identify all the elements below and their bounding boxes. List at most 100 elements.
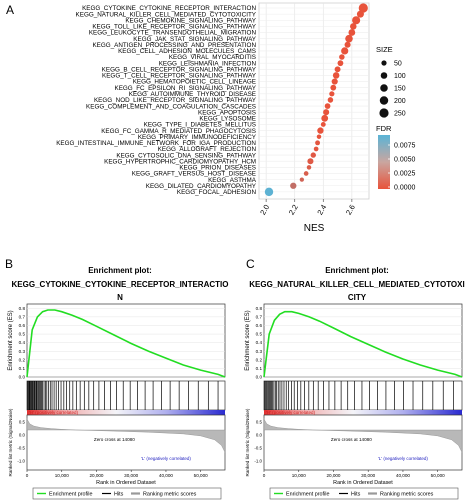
es-ytick-label: 0.1 xyxy=(19,366,26,371)
gsea-plot-c: Enrichment plot: KEGG_NATURAL_KILLER_CELL… xyxy=(245,266,465,500)
legend-es-label: Enrichment profile xyxy=(286,492,329,498)
positive-label: 'H' (positively correlated) xyxy=(29,410,78,415)
pathway-label: KEGG_CELL_ADHESION_MOLECULES_CAMS xyxy=(118,48,256,55)
pathway-label: KEGG_COMPLEMENT_AND_COAGULATION_CASCADES xyxy=(86,103,256,110)
pathway-label: KEGG_PRION_DISEASES xyxy=(179,165,256,172)
metric-frame xyxy=(26,414,226,471)
size-legend: SIZE 50 100 150 200 250 xyxy=(376,45,406,118)
pathway-dot xyxy=(334,66,341,73)
fdr-tick-label: 0.0025 xyxy=(394,171,416,178)
gsea-xlabel: Rank in Ordered Dataset xyxy=(96,480,156,486)
dot-plot-xtick-label: 2.2 xyxy=(287,203,300,217)
panel-label-a: A xyxy=(6,3,14,17)
pathway-label: KEGG_CYTOKINE_CYTOKINE_RECEPTOR_INTERACT… xyxy=(82,5,256,12)
ranking-heat-strip xyxy=(27,410,225,415)
dot-plot-xtick-label: 2.0 xyxy=(258,203,271,217)
size-legend-title: SIZE xyxy=(376,45,393,54)
legend-es-label: Enrichment profile xyxy=(49,492,92,498)
size-legend-label: 100 xyxy=(394,73,406,80)
pathway-dot xyxy=(316,134,322,139)
metric-ytick-label: -0.5 xyxy=(254,446,262,451)
metric-ylabel: Ranked list metric (Signal2Noise) xyxy=(245,408,250,476)
enrichment-curve xyxy=(263,310,463,378)
pathway-dot xyxy=(344,41,351,48)
metric-ytick-label: 0.5 xyxy=(19,420,26,425)
nes-dot-plot: KEGG_CYTOKINE_CYTOKINE_RECEPTOR_INTERACT… xyxy=(56,2,370,234)
metric-ytick-label: -1.0 xyxy=(254,459,262,464)
panel-label-b: B xyxy=(5,257,13,271)
pathway-label: KEGG_APOPTOSIS xyxy=(198,109,256,116)
es-ytick-label: 0.7 xyxy=(19,314,26,319)
metric-ytick-label: -0.5 xyxy=(17,446,25,451)
zero-cross-label: Zero cross at 14080 xyxy=(94,437,135,442)
pathway-dot xyxy=(320,122,326,127)
size-legend-label: 50 xyxy=(394,61,402,68)
pathway-label: KEGG_DILATED_CARDIOMYOPATHY xyxy=(146,183,257,190)
pathway-label: KEGG_NATURAL_KILLER_CELL_MEDIATED_CYTOTO… xyxy=(76,11,257,18)
gsea-xtick-label: 20,000 xyxy=(89,473,103,478)
metric-ytick-label: 0.5 xyxy=(256,420,263,425)
gsea-xtick-label: 50,000 xyxy=(431,473,445,478)
pathway-dot xyxy=(323,109,330,116)
pathway-dot xyxy=(264,187,274,197)
es-ytick-label: 0.0 xyxy=(256,375,263,380)
gsea-xtick-label: 10,000 xyxy=(292,473,306,478)
fdr-tick-label: 0.0000 xyxy=(394,185,416,192)
gsea-xtick-label: 20,000 xyxy=(326,473,340,478)
pathway-label: KEGG_LEISHMANIA_INFECTION xyxy=(159,60,257,67)
pathway-label: KEGG_PRIMARY_IMMUNODEFICIENCY xyxy=(138,134,257,141)
es-ylabel: Enrichment score (ES) xyxy=(8,310,14,370)
zero-cross-label: Zero cross at 14080 xyxy=(331,437,372,442)
pathway-label: KEGG_ALLOGRAFT_REJECTION xyxy=(158,146,257,153)
es-ytick-label: 0.2 xyxy=(256,357,263,362)
legend-hits-label: Hits xyxy=(114,492,124,498)
pathway-dot xyxy=(337,60,344,67)
size-legend-dot xyxy=(381,60,387,66)
negative-label: 'L' (negatively correlated) xyxy=(141,456,191,461)
size-legend-label: 150 xyxy=(394,86,406,93)
pathway-label: KEGG_HYPERTROPHIC_CARDIOMYOPATHY_HCM xyxy=(104,158,256,165)
dot-plot-xlabel: NES xyxy=(304,223,325,234)
pathway-dot xyxy=(321,114,329,122)
size-legend-dot xyxy=(380,72,388,79)
gsea-xtick-label: 50,000 xyxy=(194,473,208,478)
pathway-dot xyxy=(317,127,324,134)
ranking-heat-strip xyxy=(264,410,462,415)
gsea-xlabel: Rank in Ordered Dataset xyxy=(333,480,393,486)
es-ytick-label: 0.2 xyxy=(19,357,26,362)
gsea-subtitle-line2: CITY xyxy=(348,293,367,302)
pathway-label: KEGG_HEMATOPOIETIC_CELL_LINEAGE xyxy=(133,79,256,86)
pathway-dot xyxy=(310,152,316,158)
es-ytick-label: 0.5 xyxy=(256,332,263,337)
metric-ytick-label: 0.0 xyxy=(19,433,26,438)
gsea-xtick-label: 40,000 xyxy=(396,473,410,478)
pathway-label: KEGG_INTESTINAL_IMMUNE_NETWORK_FOR_IGA_P… xyxy=(56,140,256,147)
pathway-label: KEGG_B_CELL_RECEPTOR_SIGNALING_PATHWAY xyxy=(102,66,257,73)
pathway-dot xyxy=(324,103,331,109)
pathway-dot xyxy=(358,3,368,13)
legend-hits-label: Hits xyxy=(351,492,361,498)
pathway-dot xyxy=(290,182,297,189)
pathway-dot xyxy=(350,23,357,30)
pathway-label: KEGG_AUTOIMMUNE_THYROID_DISEASE xyxy=(129,91,256,98)
fdr-colorbar xyxy=(378,135,390,189)
size-legend-dot xyxy=(379,108,389,118)
es-plot-frame xyxy=(263,303,463,378)
gsea-legend-box xyxy=(269,487,459,500)
pathway-label: KEGG_FC_EPSILON_RI_SIGNALING_PATHWAY xyxy=(115,85,257,92)
fdr-legend: FDR 0.0075 0.0050 0.0025 0.0000 xyxy=(376,124,416,192)
pathway-label: KEGG_GRAFT_VERSUS_HOST_DISEASE xyxy=(132,171,256,178)
es-ytick-label: 0.3 xyxy=(19,349,26,354)
size-legend-dot xyxy=(380,84,388,92)
pathway-label: KEGG_CHEMOKINE_SIGNALING_PATHWAY xyxy=(125,17,256,24)
legend-ranking-label: Ranking metric scores xyxy=(380,492,434,498)
pathway-label: KEGG_LEUKOCYTE_TRANSENDOTHELIAL_MIGRATIO… xyxy=(89,30,257,37)
es-ylabel: Enrichment score (ES) xyxy=(245,310,251,370)
pathway-dot xyxy=(332,72,340,79)
gsea-legend-box xyxy=(32,487,222,500)
pathway-dot xyxy=(356,10,364,18)
gsea-title: Enrichment plot: xyxy=(325,266,389,275)
metric-ytick-label: -1.0 xyxy=(17,459,25,464)
gsea-subtitle-line2: N xyxy=(117,293,123,302)
